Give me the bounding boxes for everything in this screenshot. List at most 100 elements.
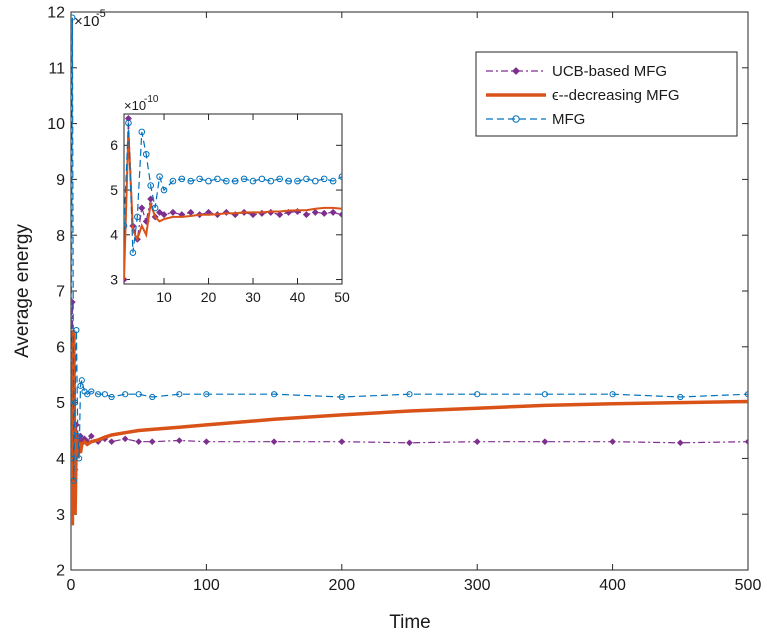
main-series-point-2 <box>76 455 83 462</box>
inset-series-point-2 <box>125 119 132 127</box>
main-series-line-0 <box>71 302 748 470</box>
inset-series-point-2 <box>151 204 159 212</box>
inset-y-tick-label: 4 <box>110 227 118 243</box>
main-series-point-0 <box>473 438 481 445</box>
inset-series-1 <box>124 131 342 280</box>
main-series-point-2 <box>474 391 481 398</box>
inset-series-point-2 <box>329 177 337 185</box>
main-series-point-0 <box>338 438 346 445</box>
main-series-point-2 <box>176 391 183 398</box>
main-x-tick-label: 0 <box>67 577 76 594</box>
main-series-group <box>71 14 748 526</box>
main-series-point-0 <box>108 438 115 445</box>
main-series-point-2 <box>71 14 76 21</box>
inset-y-tick-label: 6 <box>110 137 118 153</box>
inset-series-line-1 <box>124 131 342 280</box>
main-series-point-0 <box>121 435 129 443</box>
inset-x-tick-label: 40 <box>290 289 306 305</box>
main-series-point-0 <box>406 439 413 447</box>
main-series-point-2 <box>338 393 345 401</box>
main-x-tick-label: 500 <box>735 577 762 594</box>
inset-series-point-2 <box>129 249 137 256</box>
main-y-exponent: -5 <box>96 8 106 20</box>
inset-series-point-2 <box>223 177 230 185</box>
inset-series-point-2 <box>276 175 284 183</box>
main-series-point-2 <box>88 388 95 395</box>
inset-series-point-0 <box>138 204 146 212</box>
inset-series-point-2 <box>205 177 212 185</box>
inset-series-point-2 <box>320 175 328 183</box>
main-y-tick-label: 2 <box>56 563 65 580</box>
inset-series-point-2 <box>142 150 150 158</box>
inset-series-point-2 <box>258 175 266 183</box>
main-y-tick-label: 10 <box>47 116 65 133</box>
inset-series-point-2 <box>294 177 301 185</box>
main-series-point-2 <box>203 391 210 398</box>
inset-series-point-2 <box>285 177 292 185</box>
main-series-point-0 <box>176 437 183 444</box>
legend-items: UCB-based MFG ϵ--decreasing MFG MFG <box>486 63 680 128</box>
main-series-point-0 <box>609 438 616 445</box>
main-series-point-2 <box>71 477 77 484</box>
inset-y-tick-label: 3 <box>110 271 118 287</box>
main-series-point-2 <box>406 391 413 398</box>
inset-y-tick-label: 5 <box>110 182 118 198</box>
inset-series-point-2 <box>240 175 248 183</box>
main-series-point-0 <box>744 438 748 445</box>
main-tick-group: 0 100 200 300 400 500 2 3 4 5 6 7 8 9 10 11 12 <box>47 5 761 594</box>
main-series-point-0 <box>135 438 143 445</box>
main-x-tick-label: 200 <box>328 577 355 594</box>
inset-series-point-2 <box>231 177 239 185</box>
main-series-line-2 <box>71 17 748 481</box>
inset-series-2 <box>124 119 342 256</box>
inset-tick-group: 10 20 30 40 50 3 4 5 6 <box>110 114 350 305</box>
inset-series-group <box>124 114 342 284</box>
legend-label: ϵ--decreasing MFG <box>552 87 680 104</box>
main-series-point-0 <box>88 432 95 440</box>
inset-series-point-2 <box>156 173 163 180</box>
main-series-point-0 <box>270 438 278 445</box>
legend-item: MFG <box>486 111 585 128</box>
inset-series-point-2 <box>196 175 203 183</box>
main-series-point-2 <box>677 393 684 401</box>
inset-series-point-0 <box>302 211 310 219</box>
main-y-tick-label: 5 <box>56 395 65 412</box>
legend-item: ϵ--decreasing MFG <box>486 87 680 104</box>
inset-series-point-2 <box>187 177 195 185</box>
inset-series-point-2 <box>249 177 257 185</box>
inset-series-point-2 <box>160 186 168 194</box>
legend-item: UCB-based MFG <box>486 63 667 80</box>
inset-series-point-2 <box>138 128 146 136</box>
main-series-point-2 <box>84 391 91 398</box>
main-y-tick-label: 4 <box>56 451 65 468</box>
inset-series-point-2 <box>214 175 221 183</box>
main-series-0 <box>71 298 748 473</box>
main-series-point-2 <box>94 391 102 398</box>
main-series-point-2 <box>149 393 156 401</box>
main-series-2 <box>71 14 748 484</box>
inset-series-point-2 <box>267 177 275 185</box>
main-series-point-2 <box>541 391 549 398</box>
main-series-point-2 <box>744 391 748 398</box>
main-series-line-1 <box>71 330 748 526</box>
x-axis-label: Time <box>389 612 431 633</box>
inset-series-point-0 <box>338 211 342 219</box>
inset-series-point-2 <box>124 222 128 230</box>
inset-series-point-0 <box>160 211 168 219</box>
inset-series-point-0 <box>169 208 177 216</box>
y-axis-label: Average energy <box>12 224 33 358</box>
main-series-point-0 <box>541 438 549 445</box>
main-x-tick-label: 100 <box>193 577 220 594</box>
main-y-multiplier: ×10 <box>74 13 99 30</box>
main-x-tick-label: 300 <box>464 577 491 594</box>
inset-series-line-2 <box>124 122 342 253</box>
main-series-point-2 <box>71 399 79 406</box>
inset-x-tick-label: 50 <box>334 289 350 305</box>
inset-series-point-0 <box>156 208 164 216</box>
main-series-point-2 <box>122 391 129 398</box>
inset-series-point-0 <box>311 208 319 216</box>
main-y-tick-label: 6 <box>56 339 65 356</box>
inset-series-point-2 <box>338 173 342 180</box>
main-series-point-2 <box>108 393 115 401</box>
